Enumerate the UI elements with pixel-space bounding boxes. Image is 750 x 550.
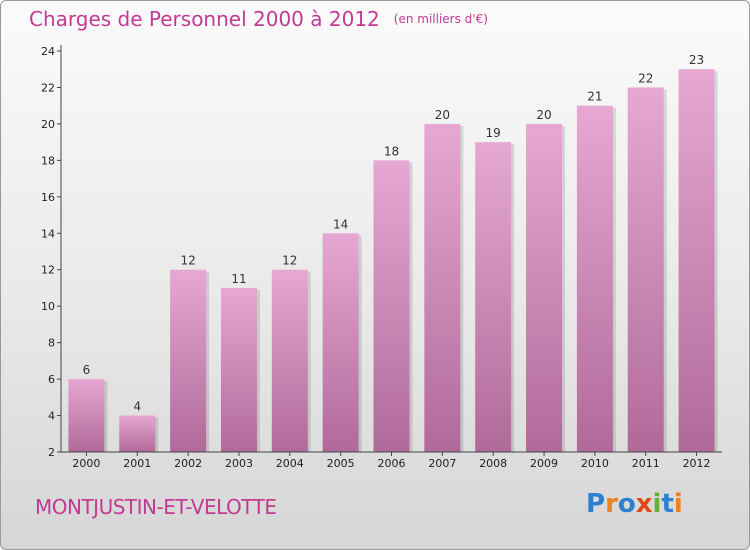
x-tick-label: 2009 <box>530 457 558 470</box>
y-tick-label: 10 <box>41 300 55 313</box>
bar-2001 <box>119 415 156 452</box>
y-tick-label: 20 <box>41 118 55 131</box>
x-tick-label: 2003 <box>225 457 253 470</box>
x-tick-label: 2012 <box>683 457 711 470</box>
bar-2004 <box>271 269 308 452</box>
y-tick-label: 14 <box>41 227 55 240</box>
commune-name: MONTJUSTIN-ET-VELOTTE <box>35 495 277 519</box>
data-label: 20 <box>536 108 551 122</box>
logo-letter: P <box>586 489 606 519</box>
x-tick-label: 2006 <box>378 457 406 470</box>
y-tick-label: 22 <box>41 81 55 94</box>
bar-2000 <box>68 379 105 452</box>
y-tick-label: 8 <box>48 337 55 350</box>
logo-letter: t <box>661 489 674 519</box>
bar-2007 <box>424 123 461 452</box>
x-tick-label: 2001 <box>123 457 151 470</box>
y-tick-label: 12 <box>41 264 55 277</box>
x-tick-label: 2008 <box>479 457 507 470</box>
bar-2011 <box>627 87 664 453</box>
proxiti-logo: Proxiti <box>586 489 683 519</box>
bar-2010 <box>576 105 613 452</box>
title-text: Charges de Personnel 2000 à 2012 <box>29 7 380 31</box>
bar-2003 <box>220 287 257 452</box>
x-tick-label: 2002 <box>174 457 202 470</box>
chart-subtitle: (en milliers d'€) <box>393 12 488 26</box>
data-label: 18 <box>384 144 399 158</box>
data-label: 19 <box>486 126 501 140</box>
chart-title: Charges de Personnel 2000 à 2012 (en mill… <box>29 7 488 31</box>
x-tick-label: 2004 <box>276 457 304 470</box>
data-label: 21 <box>587 90 602 104</box>
data-label: 12 <box>180 254 195 268</box>
y-tick-label: 16 <box>41 191 55 204</box>
bar-2008 <box>475 142 512 453</box>
bar-2006 <box>373 160 410 452</box>
logo-letter: r <box>605 489 618 519</box>
bar-2009 <box>526 123 563 452</box>
data-label: 4 <box>133 400 141 414</box>
logo-letter: i <box>652 489 662 519</box>
data-label: 11 <box>231 272 246 286</box>
y-tick-label: 18 <box>41 154 55 167</box>
bar-2012 <box>678 69 715 453</box>
y-tick-label: 24 <box>41 45 55 58</box>
bar-2005 <box>322 233 359 452</box>
y-tick-label: 6 <box>48 373 55 386</box>
y-tick-label: 4 <box>48 410 55 423</box>
x-tick-label: 2000 <box>72 457 100 470</box>
bar-2002 <box>170 269 207 452</box>
x-tick-label: 2011 <box>632 457 660 470</box>
data-label: 6 <box>83 363 91 377</box>
logo-letter: x <box>635 489 653 519</box>
data-label: 22 <box>638 71 653 85</box>
y-tick-label: 2 <box>48 446 55 459</box>
logo-letter: o <box>617 489 636 519</box>
x-tick-label: 2007 <box>428 457 456 470</box>
x-tick-label: 2010 <box>581 457 609 470</box>
x-tick-label: 2005 <box>327 457 355 470</box>
data-label: 23 <box>689 53 704 67</box>
logo-letter: i <box>673 489 683 519</box>
data-label: 20 <box>435 108 450 122</box>
data-label: 14 <box>333 217 348 231</box>
data-label: 12 <box>282 254 297 268</box>
